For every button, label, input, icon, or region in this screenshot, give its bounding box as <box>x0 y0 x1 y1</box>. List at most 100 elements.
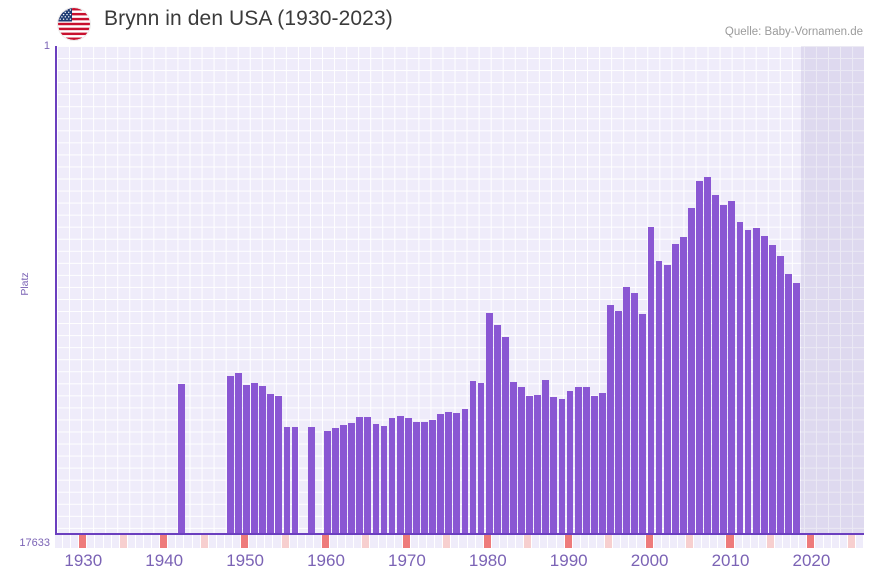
x-tick-cell-1994 <box>597 535 606 548</box>
bar-1980[interactable] <box>485 313 493 533</box>
x-tick-cell-1963 <box>346 535 355 548</box>
bar-1958[interactable] <box>307 427 315 533</box>
bar-1988[interactable] <box>550 397 558 533</box>
bar-2009[interactable] <box>720 205 728 533</box>
bar-1961[interactable] <box>332 428 339 533</box>
bar-1995[interactable] <box>607 305 614 533</box>
bar-1952[interactable] <box>259 386 267 533</box>
x-tick-cell-1995 <box>605 535 614 548</box>
bar-2016[interactable] <box>777 256 784 533</box>
bar-1968[interactable] <box>388 418 396 533</box>
bar-1994[interactable] <box>599 393 606 533</box>
bar-1949[interactable] <box>234 373 242 533</box>
bar-1984[interactable] <box>518 387 525 533</box>
bar-1965[interactable] <box>364 417 372 533</box>
x-tick-cell-2019 <box>799 535 808 548</box>
bar-1966[interactable] <box>372 424 380 533</box>
x-tick-cell-1943 <box>184 535 193 548</box>
x-tick-cell-1986 <box>532 535 541 548</box>
bar-1954[interactable] <box>275 396 283 533</box>
x-tick-cell-1972 <box>419 535 428 548</box>
x-tick-cell-1946 <box>209 535 217 548</box>
chart-header: Brynn in den USA (1930-2023) Quelle: Bab… <box>0 0 873 46</box>
bar-1948[interactable] <box>226 376 234 533</box>
bar-1985[interactable] <box>526 396 533 533</box>
bar-1997[interactable] <box>623 287 631 533</box>
bar-2018[interactable] <box>793 283 800 533</box>
bar-2000[interactable] <box>647 227 655 533</box>
bar-2010[interactable] <box>728 201 736 533</box>
bar-1981[interactable] <box>493 325 501 533</box>
bar-1978[interactable] <box>469 381 477 533</box>
x-axis-label-2010: 2010 <box>711 551 750 570</box>
bar-1983[interactable] <box>510 382 517 533</box>
bar-1964[interactable] <box>356 417 364 533</box>
bar-2007[interactable] <box>704 177 711 533</box>
bar-1972[interactable] <box>421 422 428 533</box>
x-tick-cell-1962 <box>338 535 347 548</box>
bar-1986[interactable] <box>534 395 542 533</box>
bar-2011[interactable] <box>736 222 744 533</box>
bar-2003[interactable] <box>671 244 679 533</box>
bar-1956[interactable] <box>291 427 299 533</box>
bar-2006[interactable] <box>696 181 703 533</box>
bar-2004[interactable] <box>679 237 687 533</box>
bar-1989[interactable] <box>558 399 566 533</box>
bar-1987[interactable] <box>542 380 550 533</box>
x-tick-cell-1987 <box>540 535 549 548</box>
bar-2001[interactable] <box>655 261 663 533</box>
x-tick-cell-1957 <box>298 535 306 548</box>
x-tick-cell-1981 <box>492 535 500 548</box>
bar-1967[interactable] <box>380 426 388 533</box>
x-tick-cell-2005 <box>686 535 695 548</box>
x-tick-cell-1991 <box>573 535 581 548</box>
bar-2014[interactable] <box>760 236 768 533</box>
bar-1976[interactable] <box>453 413 461 533</box>
bar-1982[interactable] <box>501 337 509 533</box>
x-tick-cell-1949 <box>233 535 242 548</box>
x-tick-cell-1989 <box>557 535 565 548</box>
bar-2002[interactable] <box>663 265 671 533</box>
bar-1992[interactable] <box>582 387 590 533</box>
x-tick-cell-1975 <box>443 535 452 548</box>
bar-1998[interactable] <box>631 293 639 533</box>
bar-2005[interactable] <box>688 208 695 533</box>
bar-1951[interactable] <box>251 383 258 533</box>
page-title: Brynn in den USA (1930-2023) <box>104 7 393 30</box>
bar-1942[interactable] <box>178 384 186 533</box>
bar-1950[interactable] <box>243 385 250 533</box>
bar-1974[interactable] <box>437 414 444 533</box>
bar-2017[interactable] <box>785 274 792 533</box>
bar-1996[interactable] <box>615 311 622 533</box>
x-tick-cell-2017 <box>783 535 792 548</box>
bar-1999[interactable] <box>639 314 647 533</box>
bar-1993[interactable] <box>590 396 598 533</box>
bar-1969[interactable] <box>396 416 404 533</box>
x-tick-cell-1979 <box>476 535 484 548</box>
x-tick-cell-1964 <box>354 535 363 548</box>
x-tick-cell-1952 <box>257 535 266 548</box>
bar-1960[interactable] <box>323 431 331 533</box>
bar-1991[interactable] <box>574 387 582 533</box>
x-tick-cell-1974 <box>435 535 444 548</box>
x-tick-cell-1927 <box>55 535 64 548</box>
bar-1955[interactable] <box>283 427 291 533</box>
bar-1963[interactable] <box>348 423 356 533</box>
bar-series-layer <box>57 46 864 533</box>
bar-1971[interactable] <box>412 422 420 533</box>
bar-2008[interactable] <box>712 195 720 533</box>
bar-1977[interactable] <box>461 409 469 533</box>
bar-2013[interactable] <box>752 228 760 533</box>
x-tick-cell-2002 <box>662 535 670 548</box>
x-tick-cell-1939 <box>152 535 161 548</box>
bar-1973[interactable] <box>429 420 436 533</box>
bar-1962[interactable] <box>340 425 347 533</box>
bar-1979[interactable] <box>477 383 485 533</box>
bar-1990[interactable] <box>566 391 574 533</box>
bar-1975[interactable] <box>445 412 453 533</box>
bar-2015[interactable] <box>768 245 776 533</box>
bar-2012[interactable] <box>744 230 752 533</box>
bar-1970[interactable] <box>404 418 412 533</box>
x-tick-cell-2022 <box>824 535 832 548</box>
bar-1953[interactable] <box>267 394 275 533</box>
